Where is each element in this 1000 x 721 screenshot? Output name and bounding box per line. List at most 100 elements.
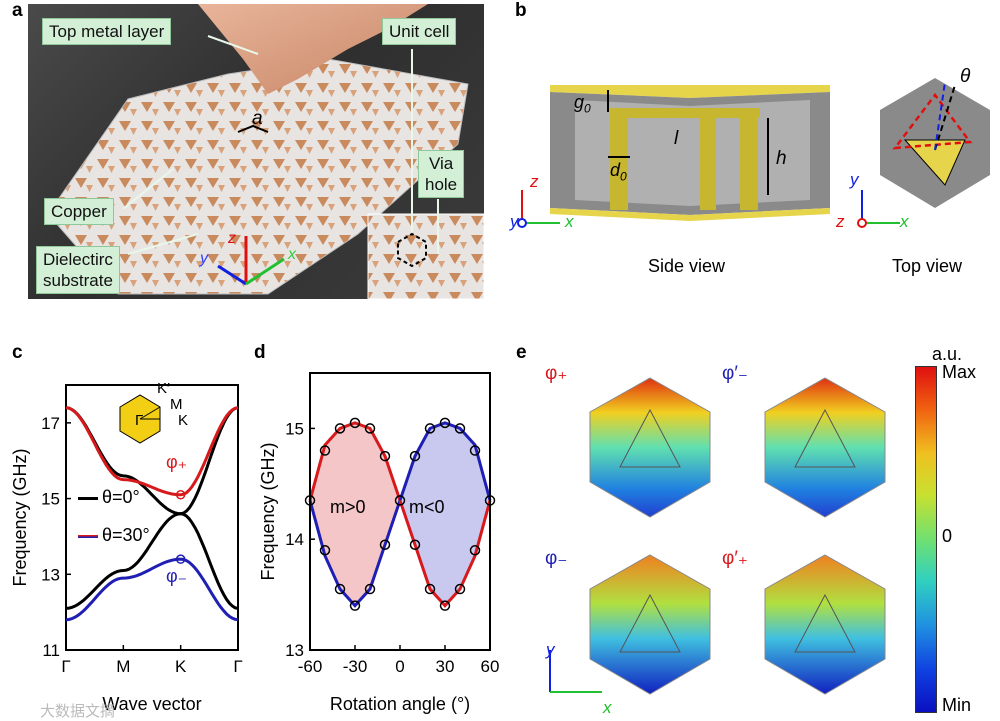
panel-d-xtick-label-3: 30 <box>436 657 455 676</box>
side-view-post-left <box>610 118 628 210</box>
bz-label-k: K <box>178 412 189 429</box>
panel-d-xtick-label-4: 60 <box>481 657 500 676</box>
legend-theta-0-swatch <box>78 496 98 500</box>
top-axis-z-marker <box>857 218 867 228</box>
arrow-copper <box>122 168 174 210</box>
sim-point-19 <box>424 583 436 595</box>
panel-c-ytick-label-2: 15 <box>41 490 60 509</box>
unit-cell-inset <box>367 213 484 299</box>
side-view-bar <box>610 108 760 118</box>
sim-point-4 <box>364 423 376 434</box>
panel-c-ytick-label-3: 17 <box>41 414 60 433</box>
sim-point-6 <box>394 495 406 506</box>
callout-top-metal: Top metal layer <box>42 18 172 45</box>
upper-branch-right <box>398 421 492 501</box>
side-view-post-mid <box>700 118 716 210</box>
field-triangle-2 <box>794 408 856 468</box>
legend-theta-30-swatch <box>78 534 98 538</box>
panel-c-series-1 <box>65 512 239 610</box>
callout-via-hole: Via hole <box>418 150 465 198</box>
panel-e-axis-x-label: x <box>603 698 612 717</box>
g0-subscript: 0 <box>584 101 591 116</box>
bz-label-kprime: K′ <box>157 380 170 397</box>
label-phi-plus: φ₊ <box>545 363 568 384</box>
field-map-phi-prime-plus <box>764 554 886 695</box>
panel-c-series-3 <box>65 557 239 622</box>
panel-c-ytick-label-0: 11 <box>42 641 60 660</box>
panel-c-ytick-label-1: 13 <box>41 565 60 584</box>
panel-d-xtick-label-2: 0 <box>395 657 404 676</box>
sim-point-2 <box>334 423 346 434</box>
top-metal-sheet <box>198 4 428 94</box>
unit-cell-hexagon <box>397 232 427 268</box>
sim-point-1 <box>319 445 331 456</box>
side-axis-y-marker <box>517 218 527 228</box>
axis-y-arrow <box>217 264 247 286</box>
lattice-label: a <box>252 108 263 129</box>
upper-branch-left <box>308 421 402 501</box>
field-map-phi-minus <box>589 554 711 695</box>
axis-x-arrow <box>245 257 285 286</box>
top-view-caption: Top view <box>892 256 963 276</box>
sim-point-13 <box>319 545 331 556</box>
panel-a-illustration <box>47 4 484 299</box>
sim-point-22 <box>469 545 481 556</box>
panel-e-axis-y-label: y <box>546 640 555 659</box>
panel-c-phi-minus: φ₋ <box>166 566 188 586</box>
dielectric-label-1: Dielectirc <box>43 250 113 269</box>
panel-c-xtick-label-3: Γ <box>233 657 242 676</box>
sim-point-21 <box>454 583 466 595</box>
panel-d-chart: 13 14 15 -60 -30 0 30 60 Rotation angle (°) Frequ… <box>258 372 500 714</box>
panel-e-axes <box>549 650 602 693</box>
side-view-axis-y-label: y <box>510 212 519 231</box>
sim-point-3 <box>349 417 361 429</box>
legend-theta-0-label: θ=0° <box>102 487 140 507</box>
sim-point-14 <box>334 583 346 595</box>
lower-branch-left <box>308 499 402 608</box>
sim-point-11 <box>469 445 481 456</box>
side-view-axis-x-label: x <box>565 212 574 231</box>
field-map-phi-plus <box>589 377 711 518</box>
watermark: 大数据文摘 <box>40 703 116 720</box>
panel-d-xtick-label-1: -30 <box>343 657 368 676</box>
panel-d-xlabel: Rotation angle (°) <box>330 694 470 714</box>
region-label-negative: m<0 <box>409 497 445 517</box>
region-fill-positive <box>310 422 400 606</box>
top-view-axis-x-label: x <box>900 212 909 231</box>
panel-letter-d: d <box>254 342 266 363</box>
top-view-rotated-triangle <box>892 92 973 150</box>
panel-c-frame <box>65 384 239 651</box>
panel-c-ylabel: Frequency (GHz) <box>10 448 30 586</box>
label-phi-prime-minus: φ′₋ <box>722 363 748 384</box>
callout-dielectric: Dielectirc substrate <box>36 246 120 294</box>
sim-point-10 <box>454 423 466 434</box>
panel-e-field-maps <box>589 377 886 695</box>
legend-theta-30-label: θ=30° <box>102 525 150 545</box>
sim-point-18 <box>409 539 421 550</box>
sim-point-20 <box>439 600 451 611</box>
panel-d-ylabel: Frequency (GHz) <box>258 442 278 580</box>
panel-letter-c: c <box>12 342 23 363</box>
g0-label: g0 <box>574 92 591 116</box>
sim-point-7 <box>409 450 421 462</box>
panel-c-xlabel: Wave vector <box>102 694 201 714</box>
d0-symbol: d <box>610 160 621 180</box>
sim-point-16 <box>364 583 376 595</box>
panel-d-xtick-label-0: -60 <box>298 657 323 676</box>
via-label: Via <box>428 154 454 173</box>
colorbar-unit: a.u. <box>932 344 963 364</box>
callout-unit-cell: Unit cell <box>382 18 457 45</box>
colorbar <box>915 366 937 713</box>
panel-d-ytick-label-2: 15 <box>285 419 304 438</box>
lattice-arrow <box>237 124 269 133</box>
side-view-top-plate <box>550 85 830 98</box>
sim-point-8 <box>424 423 436 434</box>
g0-symbol: g <box>574 92 585 112</box>
h-label: h <box>776 148 787 169</box>
substrate-board <box>47 58 469 295</box>
panel-a-axis-y-label: y <box>200 250 208 267</box>
panel-c-phi-plus: φ₊ <box>166 452 188 472</box>
field-map-phi-prime-minus <box>764 377 886 518</box>
panel-c-xtick-label-2: K <box>175 657 187 676</box>
